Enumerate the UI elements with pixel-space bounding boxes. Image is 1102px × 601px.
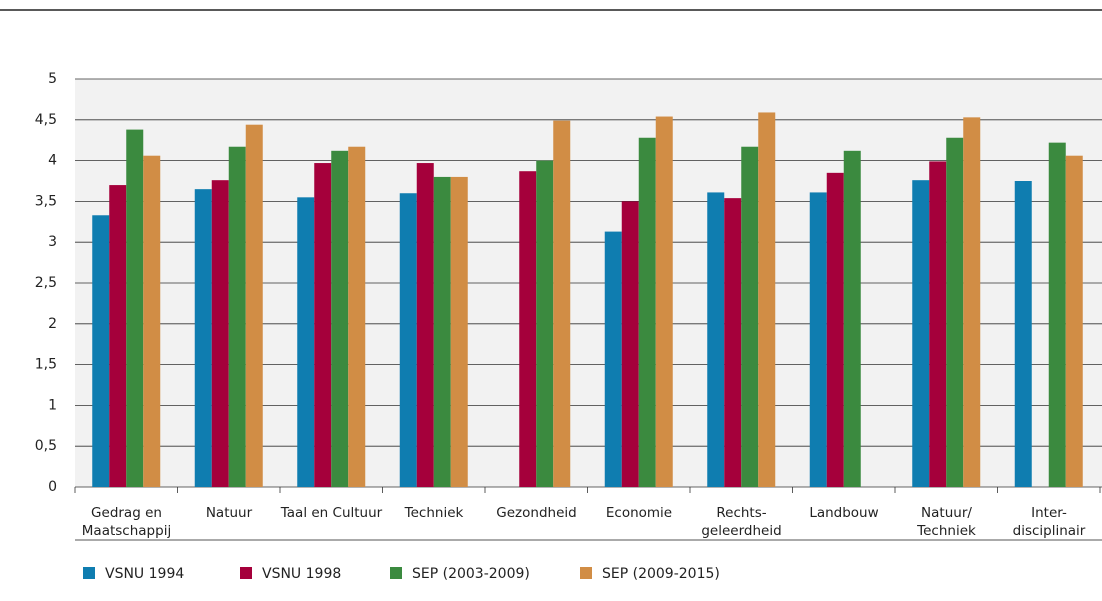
bar [92,215,110,487]
bar [519,171,537,487]
bar [1048,142,1066,487]
bar [621,201,639,487]
legend-swatch [390,567,402,579]
bar [126,129,144,488]
bar [809,192,827,487]
x-tick-label: Natuur [205,505,253,521]
x-tick-label: Economie [605,505,673,521]
bar [724,198,742,488]
bar [194,189,212,487]
x-tick-label: Natuur/ Techniek [917,505,976,539]
y-tick-label: 0 [48,479,57,495]
x-tick-label: Rechts- geleerdheid [701,505,782,539]
legend-label: VSNU 1998 [262,566,341,582]
legend-swatch [240,567,252,579]
bar [638,137,656,487]
legend-label: SEP (2003-2009) [412,566,530,582]
bar [433,176,451,488]
legend-label: SEP (2009-2015) [602,566,720,582]
bar [1065,155,1083,488]
bar [946,137,964,487]
bar [314,163,332,487]
x-tick-label: Landbouw [809,505,879,521]
bar [331,150,349,488]
y-tick-label: 4 [48,153,57,169]
y-tick-label: 0,5 [35,438,57,454]
y-tick-label: 3 [48,234,57,250]
bar [109,185,127,487]
x-tick-label: Inter- disciplinair [1012,505,1086,539]
bar [707,192,725,487]
bar [297,197,315,487]
bar [450,176,468,488]
y-tick-label: 5 [48,71,57,87]
bar [826,172,844,487]
bar [963,117,981,488]
bar [211,180,229,487]
y-tick-label: 3,5 [35,193,57,209]
bar [843,150,861,488]
bar [245,124,263,488]
bar [604,231,622,487]
bar [912,180,930,487]
bar [228,146,246,487]
bar [143,155,161,488]
bar [348,146,366,487]
y-tick-label: 4,5 [35,112,57,128]
bar [758,112,776,488]
y-tick-label: 1,5 [35,357,57,373]
bar [553,120,571,487]
x-tick-label: Gedrag en Maatschappij [81,505,172,539]
x-tick-label: Taal en Cultuur [280,505,383,521]
legend-swatch [83,567,95,579]
bar [416,163,434,487]
bar [655,116,673,487]
bar [399,193,417,488]
bar [741,146,759,487]
legend-label: VSNU 1994 [105,566,184,582]
y-tick-label: 1 [48,397,57,413]
bar [929,161,947,487]
bar [1014,181,1032,487]
x-tick-label: Gezondheid [496,505,577,521]
y-tick-label: 2,5 [35,275,57,291]
bar [536,160,554,487]
y-tick-label: 2 [48,316,57,332]
legend-swatch [580,567,592,579]
x-tick-label: Techniek [404,505,464,521]
